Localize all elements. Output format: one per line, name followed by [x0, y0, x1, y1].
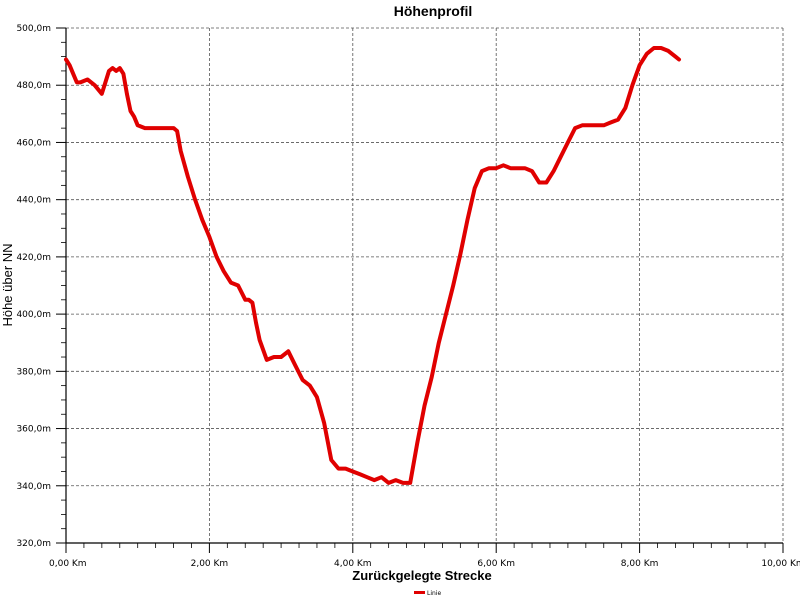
y-tick-label: 480,0m: [16, 81, 51, 91]
y-tick-label: 420,0m: [16, 253, 51, 263]
legend: Linie: [414, 590, 441, 597]
x-axis-label: Zurückgelegte Strecke: [352, 568, 491, 583]
chart-title: Höhenprofil: [394, 3, 473, 19]
x-tick-label: 2,00 Km: [191, 559, 229, 569]
y-tick-label: 320,0m: [16, 539, 51, 549]
x-tick-labels: 0,00 Km 2,00 Km 4,00 Km 6,00 Km 8,00 Km 10,00…: [49, 559, 800, 569]
y-tick-label: 500,0m: [16, 24, 51, 34]
x-tick-label: 10,00 Km: [761, 559, 800, 569]
y-tick-label: 340,0m: [16, 482, 51, 492]
minor-ticks: [56, 27, 784, 553]
y-tick-label: 440,0m: [16, 196, 51, 206]
y-tick-label: 400,0m: [16, 310, 51, 320]
legend-label: Linie: [427, 590, 441, 597]
x-tick-label: 8,00 Km: [621, 559, 659, 569]
series-layer: [64, 46, 681, 485]
y-axis-label: Höhe über NN: [0, 243, 15, 326]
y-tick-labels: 320,0m 340,0m 360,0m 380,0m 400,0m 420,0m 440,…: [16, 24, 51, 549]
x-tick-label: 0,00 Km: [49, 559, 87, 569]
grid-lines: [65, 27, 784, 544]
axes: [65, 28, 783, 544]
y-tick-label: 380,0m: [16, 367, 51, 377]
x-tick-label: 4,00 Km: [334, 559, 372, 569]
x-tick-label: 6,00 Km: [477, 559, 515, 569]
legend-swatch: [414, 591, 425, 594]
y-tick-label: 360,0m: [16, 425, 51, 435]
y-tick-label: 460,0m: [16, 138, 51, 148]
series-line: [64, 46, 681, 485]
